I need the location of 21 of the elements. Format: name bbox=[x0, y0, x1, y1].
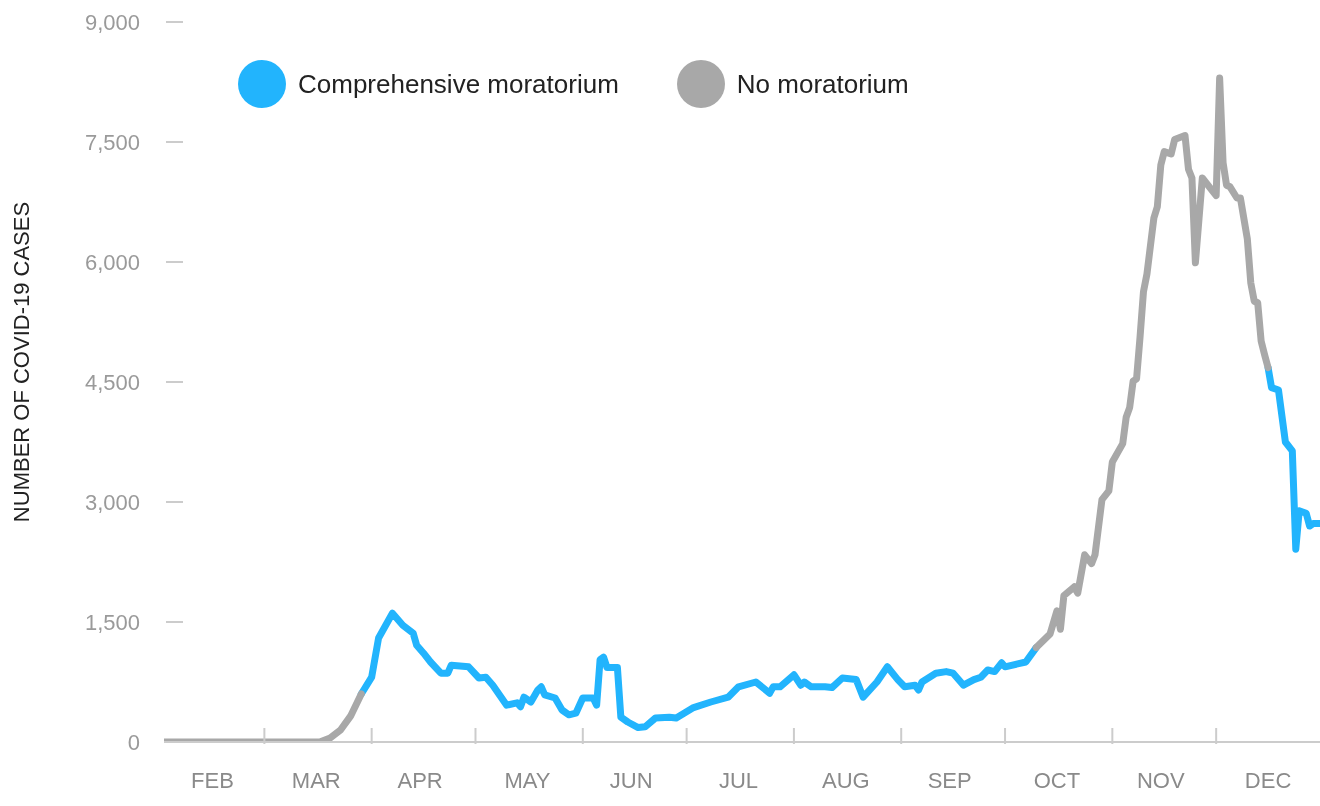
legend-label: Comprehensive moratorium bbox=[298, 68, 619, 100]
y-tick-label: 0 bbox=[127, 730, 140, 755]
legend-label: No moratorium bbox=[736, 68, 909, 100]
y-tick-label: 6,000 bbox=[84, 250, 140, 275]
x-tick-label: MAR bbox=[291, 768, 341, 793]
x-tick-label: FEB bbox=[191, 768, 234, 793]
y-axis-title: NUMBER OF COVID-19 CASES bbox=[9, 201, 35, 523]
x-tick-label: NOV bbox=[1136, 768, 1185, 793]
y-tick-label: 1,500 bbox=[84, 610, 140, 635]
x-tick-label: APR bbox=[397, 768, 443, 793]
y-tick-label: 9,000 bbox=[84, 10, 140, 35]
x-tick-label: JUL bbox=[718, 768, 759, 793]
x-tick-label: SEP bbox=[927, 768, 972, 793]
x-tick-label: JUN bbox=[609, 768, 653, 793]
x-tick-label: AUG bbox=[821, 768, 870, 793]
y-tick-label: 4,500 bbox=[84, 370, 140, 395]
x-tick-label: DEC bbox=[1244, 768, 1292, 793]
x-tick-label: MAY bbox=[504, 768, 551, 793]
y-tick-label: 3,000 bbox=[84, 490, 140, 515]
x-tick-label: OCT bbox=[1033, 768, 1081, 793]
y-tick-label: 7,500 bbox=[84, 130, 140, 155]
